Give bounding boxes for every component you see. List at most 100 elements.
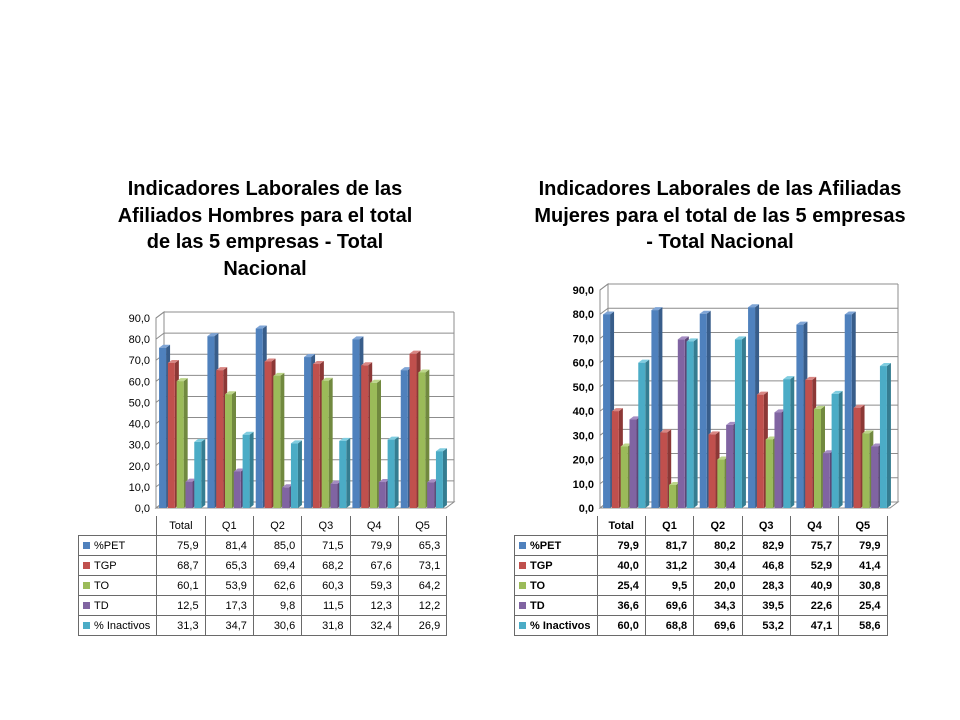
- bar: [370, 379, 381, 508]
- data-cell: 67,6: [349, 555, 399, 576]
- data-cell: 58,6: [838, 615, 888, 636]
- category-label: Q1: [644, 516, 695, 536]
- legend-swatch: [519, 602, 526, 610]
- category-label: Q4: [789, 516, 840, 536]
- legend-entry: TGP: [514, 555, 598, 576]
- y-tick-label: 70,0: [129, 355, 150, 367]
- table-row: %PET 79,9 81,7 80,2 82,9 75,7 79,9: [514, 535, 888, 556]
- legend-swatch: [83, 622, 90, 630]
- bar: [242, 431, 254, 508]
- legend-swatch: [519, 542, 526, 550]
- data-cell: 53,9: [204, 575, 254, 596]
- data-cell: 26,9: [397, 615, 448, 636]
- chart-title: Indicadores Laborales de las Afiliados H…: [117, 178, 413, 280]
- category-label: Q5: [838, 516, 888, 536]
- plot-area: 0,0 10,0 20,0 30,0 40,0 50,0 60,0 70,0 80,0 90,0: [573, 283, 900, 515]
- y-tick-label: 80,0: [573, 309, 594, 321]
- category-label: Q5: [397, 516, 448, 536]
- data-cell: 68,8: [644, 615, 695, 636]
- data-cell: 25,4: [596, 575, 646, 596]
- category-label: Q2: [252, 516, 303, 536]
- data-cell: 34,3: [693, 595, 743, 616]
- category-label: Q3: [741, 516, 791, 536]
- data-cell: 40,0: [596, 555, 646, 576]
- data-cell: 60,0: [596, 615, 646, 636]
- y-tick-label: 80,0: [129, 334, 150, 346]
- data-cell: 80,2: [693, 535, 743, 556]
- table-row: TGP 68,7 65,3 69,4 68,2 67,6 73,1: [77, 555, 448, 576]
- table-corner: [79, 516, 157, 536]
- data-cell: 20,0: [693, 575, 743, 596]
- data-cell: 39,5: [741, 595, 791, 616]
- data-cell: 62,6: [252, 575, 303, 596]
- data-cell: 69,6: [693, 615, 743, 636]
- data-cell: 71,5: [301, 535, 351, 556]
- data-cell: 34,7: [204, 615, 254, 636]
- y-tick-label: 40,0: [129, 419, 150, 431]
- gridline: [155, 332, 454, 340]
- data-cell: 9,5: [644, 575, 695, 596]
- y-tick-label: 20,0: [573, 455, 594, 467]
- data-cell: 85,0: [252, 535, 303, 556]
- data-cell: 68,7: [156, 555, 206, 576]
- data-cell: 31,3: [156, 615, 206, 636]
- data-cell: 46,8: [741, 555, 791, 576]
- legend-swatch: [519, 562, 526, 570]
- data-cell: 28,3: [741, 575, 791, 596]
- bar: [387, 436, 399, 508]
- data-cell: 11,5: [301, 595, 351, 616]
- y-tick-label: 30,0: [573, 430, 594, 442]
- chart-mujeres: Indicadores Laborales de las Afiliadas M…: [480, 0, 960, 720]
- y-tick-label: 40,0: [573, 406, 594, 418]
- data-cell: 81,7: [644, 535, 695, 556]
- data-cell: 68,2: [301, 555, 351, 576]
- y-tick-label: 30,0: [129, 440, 150, 452]
- data-cell: 73,1: [397, 555, 448, 576]
- data-cell: 12,5: [156, 595, 206, 616]
- legend-swatch: [83, 602, 90, 610]
- legend-entry: TD: [77, 595, 158, 616]
- data-cell: 31,8: [301, 615, 351, 636]
- plot-area: 0,0 10,0 20,0 30,0 40,0 50,0 60,0 70,0 80,0 90,0: [129, 311, 456, 515]
- data-cell: 79,9: [596, 535, 646, 556]
- data-cell: 9,8: [252, 595, 303, 616]
- category-label: Total: [156, 516, 206, 536]
- data-cell: 12,2: [397, 595, 448, 616]
- y-tick-label: 70,0: [573, 333, 594, 345]
- category-label: Q3: [301, 516, 351, 536]
- table-row: TD 12,5 17,3 9,8 11,5 12,3 12,2: [77, 595, 448, 616]
- legend-entry: %PET: [77, 535, 158, 556]
- gridline: [155, 311, 454, 319]
- y-tick-label: 50,0: [129, 397, 150, 409]
- y-tick-label: 50,0: [573, 382, 594, 394]
- legend-entry: TD: [514, 595, 598, 616]
- y-tick-label: 10,0: [129, 482, 150, 494]
- table-row: TO 25,4 9,5 20,0 28,3 40,9 30,8: [514, 575, 888, 596]
- legend-entry: % Inactivos: [77, 615, 158, 636]
- bar: [339, 437, 351, 508]
- y-tick-label: 0,0: [135, 503, 150, 515]
- bar: [418, 369, 430, 508]
- table-row: TGP 40,0 31,2 30,4 46,8 52,9 41,4: [514, 555, 888, 576]
- bar: [686, 338, 698, 508]
- legend-swatch: [83, 582, 90, 590]
- legend-entry: % Inactivos: [514, 615, 598, 636]
- table-row: %PET 75,9 81,4 85,0 71,5 79,9 65,3: [77, 535, 448, 556]
- data-cell: 60,3: [301, 575, 351, 596]
- data-cell: 59,3: [349, 575, 399, 596]
- data-table: Total Q1 Q2 Q3 Q4 Q5 %PET 75,9 81,4 85,0 71,5 79,9 6…: [77, 516, 448, 636]
- bar: [879, 363, 891, 508]
- data-cell: 12,3: [349, 595, 399, 616]
- data-cell: 30,4: [693, 555, 743, 576]
- y-tick-label: 20,0: [129, 461, 150, 473]
- bar: [435, 448, 447, 508]
- table-row: TO 60,1 53,9 62,6 60,3 59,3 64,2: [77, 575, 448, 596]
- bar: [734, 336, 746, 508]
- gridline: [599, 307, 898, 315]
- bar: [273, 372, 285, 508]
- chart-title: Indicadores Laborales de las Afiliadas M…: [534, 178, 906, 253]
- legend-entry: TO: [514, 575, 598, 596]
- category-label: Q4: [349, 516, 399, 536]
- data-cell: 75,9: [156, 535, 206, 556]
- data-cell: 40,9: [789, 575, 840, 596]
